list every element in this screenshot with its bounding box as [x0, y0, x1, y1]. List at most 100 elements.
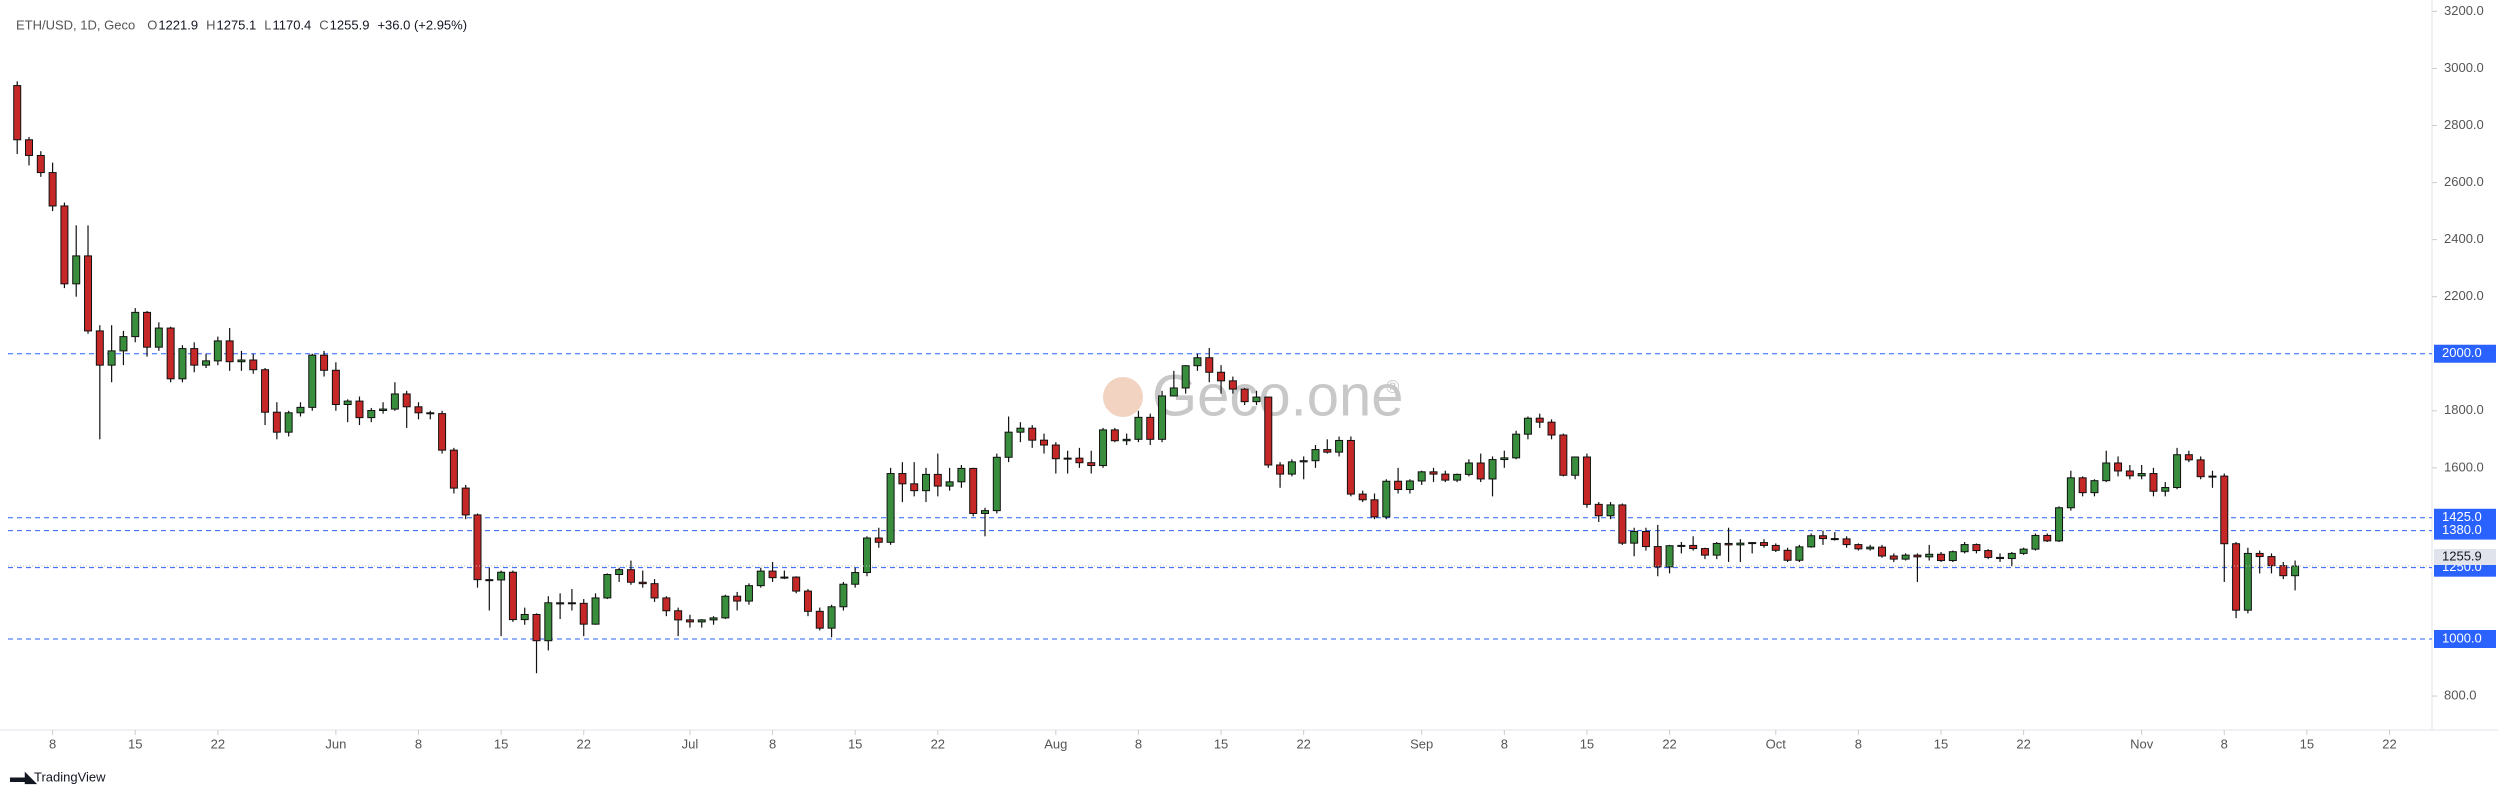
symbol[interactable]: ETH/USD, 1D, Geco	[16, 17, 135, 32]
candle-body	[119, 336, 128, 352]
x-tick-label: 8	[49, 736, 56, 751]
candle-body	[567, 602, 576, 605]
candle-body	[1889, 555, 1898, 560]
candle-body	[72, 255, 81, 285]
x-tick-label: Oct	[1766, 736, 1787, 751]
candle-body	[2255, 552, 2264, 558]
y-tick-label: 800.0	[2444, 687, 2477, 702]
candle-body	[107, 350, 116, 366]
candle-body	[438, 413, 447, 451]
candle-body	[1110, 429, 1119, 442]
candle-body	[2066, 477, 2075, 509]
candle-body	[1594, 503, 1603, 517]
x-tick-label: 8	[2221, 736, 2228, 751]
candle-body	[721, 595, 730, 619]
candle-body	[603, 574, 612, 599]
candle-body	[626, 569, 635, 583]
candle-body	[1311, 449, 1320, 462]
candle-body	[638, 581, 647, 585]
candle-body	[662, 597, 671, 612]
candle-body	[756, 570, 765, 587]
candle-body	[1984, 550, 1993, 558]
legend-header: ETH/USD, 1D, Geco O 1221.9 H 1275.1 L 1170.4 C…	[16, 17, 467, 32]
candle-body	[1653, 546, 1662, 568]
y-tick-label: 2800.0	[2444, 117, 2484, 132]
candle-body	[709, 617, 718, 621]
candle-body	[2173, 454, 2182, 489]
x-tick-label: 22	[576, 736, 590, 751]
candle-body	[461, 487, 470, 516]
footer-text[interactable]: TradingView	[34, 769, 106, 784]
candle-body	[2078, 477, 2087, 494]
candle-body	[1228, 380, 1237, 390]
candle-body	[1630, 530, 1639, 544]
candle-body	[497, 571, 506, 581]
candle-body	[202, 360, 211, 366]
x-tick-label: 22	[211, 736, 225, 751]
candle-body	[579, 602, 588, 625]
x-tick-label: 22	[2016, 736, 2030, 751]
candle-body	[2055, 507, 2064, 542]
candle-body	[1158, 395, 1167, 440]
level-label-box	[2434, 521, 2496, 540]
candle-body	[2114, 462, 2123, 472]
x-tick-label: 15	[848, 736, 862, 751]
candle-body	[1948, 551, 1957, 562]
candle-body	[2196, 459, 2205, 478]
candle-body	[1641, 530, 1650, 548]
candle-body	[1040, 439, 1049, 446]
candle-body	[1476, 462, 1485, 480]
x-tick-label: 22	[931, 736, 945, 751]
candle-body	[36, 154, 45, 174]
candle-body	[131, 311, 140, 338]
candle-body	[1405, 480, 1414, 491]
candle-body	[650, 583, 659, 599]
candle-body	[591, 597, 600, 625]
ohlc-label: H	[206, 17, 215, 32]
candle-body	[544, 602, 553, 642]
candle-body	[225, 340, 234, 363]
level-label: 2000.0	[2442, 345, 2482, 360]
candle-body	[13, 85, 22, 141]
level-label-box	[2434, 344, 2496, 363]
candle-body	[1122, 438, 1131, 442]
ohlc-value: 1255.9	[330, 17, 370, 32]
candle-body	[367, 410, 376, 419]
candle-body	[1901, 554, 1910, 560]
candle-body	[1382, 480, 1391, 518]
price-axis: 3200.0 3000.0 2800.0 2600.0 2400.0 2200.0 1800…	[49, 3, 2484, 752]
candle-body	[473, 514, 482, 581]
candle-body	[827, 606, 836, 629]
watermark-text: Geco.one	[1152, 363, 1404, 428]
candle-body	[60, 205, 69, 285]
candles: 1255.9	[8, 81, 2496, 674]
candle-body	[1925, 553, 1934, 558]
candle-body	[1960, 544, 1969, 553]
x-tick-label: Nov	[2130, 736, 2154, 751]
candle-body	[1547, 421, 1556, 436]
candle-body	[933, 473, 942, 487]
candle-body	[1287, 461, 1296, 475]
candle-body	[2220, 475, 2229, 545]
candle-body	[1878, 546, 1887, 557]
x-tick-label: 22	[1662, 736, 1676, 751]
y-tick-label: 1600.0	[2444, 459, 2484, 474]
candle-body	[1512, 433, 1521, 459]
candle-body	[851, 572, 860, 585]
candle-body	[744, 585, 753, 602]
candle-body	[1004, 431, 1013, 458]
candle-body	[1299, 460, 1308, 463]
candle-body	[449, 449, 458, 489]
candle-body	[1700, 548, 1709, 556]
candle-body	[685, 619, 694, 623]
candle-body	[2291, 565, 2300, 577]
candle-body	[532, 613, 541, 642]
y-tick-label: 2600.0	[2444, 174, 2484, 189]
candle-body	[520, 613, 529, 621]
candle-body	[792, 576, 801, 592]
candle-body	[1807, 535, 1816, 548]
level-label: 1000.0	[2442, 630, 2482, 645]
candle-body	[1795, 546, 1804, 561]
y-tick-label: 3000.0	[2444, 60, 2484, 75]
